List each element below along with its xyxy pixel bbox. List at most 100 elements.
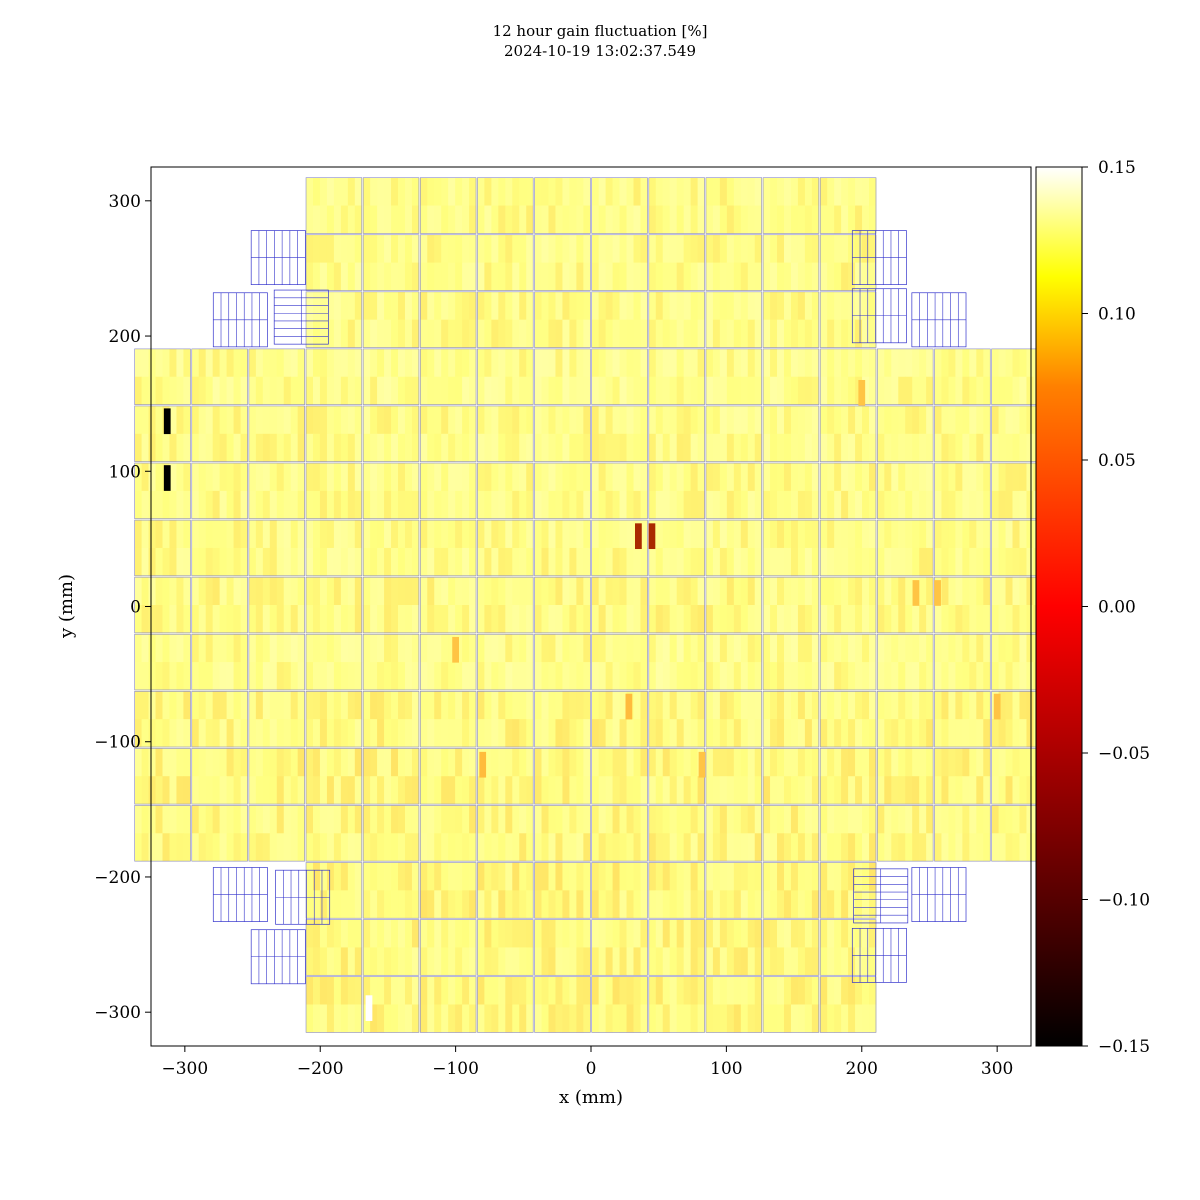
pixel-stripe [790, 405, 799, 435]
pixel-stripe [1026, 433, 1034, 463]
pixel-stripe [519, 748, 527, 777]
pixel-stripe [411, 463, 420, 492]
pixel-stripe [583, 547, 591, 577]
pixel-stripe [363, 919, 371, 948]
pixel-stripe [669, 605, 678, 634]
pixel-stripe [269, 719, 278, 748]
pixel-stripe [333, 319, 342, 348]
module-border [648, 633, 705, 691]
pixel-stripe [191, 348, 200, 378]
pixel-stripe [377, 976, 385, 1005]
pixel-stripe [991, 833, 999, 862]
pixel-stripe [905, 577, 913, 606]
pixel-stripe [448, 520, 456, 549]
pixel-stripe [519, 433, 527, 463]
pixel-stripe [569, 691, 577, 720]
pixel-stripe [770, 520, 778, 549]
pixel-stripe [477, 348, 485, 378]
anomaly-pixel [993, 693, 1001, 720]
pixel-stripe [448, 490, 456, 520]
anomaly-pixel [479, 751, 487, 778]
pixel-stripe [255, 605, 264, 634]
pixel-stripe [733, 976, 742, 1005]
module-border [877, 748, 934, 805]
pixel-stripe [626, 947, 634, 976]
pixel-stripe [548, 177, 556, 206]
pixel-stripe [462, 463, 470, 492]
pixel-stripe [562, 205, 570, 234]
pixel-stripe [747, 634, 756, 663]
pixel-stripe [655, 291, 664, 321]
pixel-stripe [276, 405, 285, 435]
pixel-stripe [583, 890, 591, 919]
pixel-stripe [377, 463, 385, 492]
pixel-stripe [505, 805, 513, 834]
pixel-stripe [827, 577, 835, 606]
pixel-stripe [363, 833, 371, 862]
pixel-stripe [505, 1004, 513, 1033]
pixel-stripe [733, 862, 742, 891]
pixel-stripe [655, 776, 664, 805]
pixel-stripe [740, 577, 749, 606]
sensor-module [362, 862, 420, 919]
sensor-module [591, 690, 648, 748]
pixel-stripe [855, 547, 863, 577]
pixel-stripe [862, 234, 870, 264]
pixel-stripe [719, 405, 728, 435]
pixel-stripe [747, 405, 756, 435]
pixel-stripe [705, 776, 714, 805]
pixel-stripe [612, 919, 620, 948]
pixel-stripe [526, 405, 534, 435]
pixel-stripe [569, 490, 577, 520]
pixel-stripe [176, 776, 184, 805]
pixel-stripe [712, 348, 721, 378]
pixel-stripe [712, 291, 721, 321]
pixel-stripe [820, 1004, 828, 1033]
pixel-stripe [941, 776, 949, 805]
pixel-stripe [790, 805, 799, 834]
pixel-stripe [462, 1004, 470, 1033]
pixel-stripe [804, 919, 813, 948]
pixel-stripe [448, 376, 456, 405]
pixel-stripe [526, 205, 534, 234]
pixel-stripe [747, 348, 756, 378]
chart-title: 12 hour gain fluctuation [%] [492, 22, 708, 40]
sensor-module [591, 633, 648, 691]
pixel-stripe [562, 719, 570, 748]
pixel-stripe [848, 463, 856, 492]
pixel-stripe [683, 605, 692, 634]
pixel-stripe [640, 919, 648, 948]
pixel-stripe [612, 890, 620, 919]
pixel-stripe [469, 748, 477, 777]
pixel-stripe [541, 776, 549, 805]
pixel-stripe [697, 577, 705, 606]
pixel-stripe [726, 376, 735, 405]
pixel-stripe [820, 520, 828, 549]
pixel-stripe [747, 262, 756, 291]
pixel-stripe [512, 490, 520, 520]
anomaly-pixel [452, 636, 459, 663]
pixel-stripe [491, 691, 499, 720]
pixel-stripe [855, 177, 863, 206]
pixel-stripe [191, 490, 200, 520]
pixel-stripe [148, 805, 156, 834]
module-border [248, 690, 305, 748]
pixel-stripe [347, 805, 356, 834]
pixel-stripe [811, 605, 820, 634]
pixel-stripe [134, 463, 142, 492]
pixel-stripe [705, 862, 714, 891]
pixel-stripe [705, 234, 714, 264]
pixel-stripe [441, 976, 449, 1005]
pixel-stripe [448, 234, 456, 264]
pixel-stripe [340, 691, 349, 720]
pixel-stripe [820, 662, 828, 691]
pixel-stripe [427, 319, 435, 348]
pixel-stripe [891, 433, 899, 463]
sensor-module [877, 576, 934, 634]
pixel-stripe [391, 862, 399, 891]
pixel-stripe [541, 348, 549, 378]
pixel-stripe [827, 177, 835, 206]
pixel-stripe [326, 520, 335, 549]
pixel-stripe [469, 1004, 477, 1033]
pixel-stripe [827, 520, 835, 549]
